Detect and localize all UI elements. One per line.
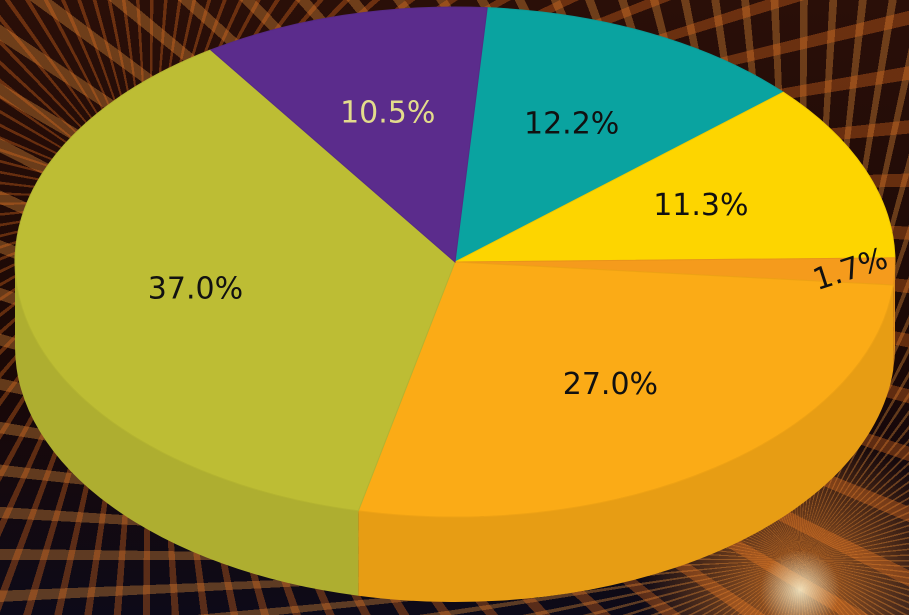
slice-side	[358, 285, 894, 602]
slice-side	[893, 262, 895, 371]
value-label: 12.2%	[524, 106, 619, 141]
value-label: 27.0%	[563, 367, 658, 402]
slice	[14, 49, 456, 512]
value-label: 37.0%	[148, 271, 243, 306]
value-label: 11.3%	[653, 188, 748, 223]
pie-sides	[15, 262, 895, 602]
slice-side	[15, 262, 359, 596]
value-label: 10.5%	[340, 96, 435, 131]
slice	[454, 91, 896, 263]
pie-tops	[14, 6, 896, 518]
slice	[357, 261, 894, 518]
slice	[209, 6, 488, 263]
slice	[454, 7, 785, 263]
